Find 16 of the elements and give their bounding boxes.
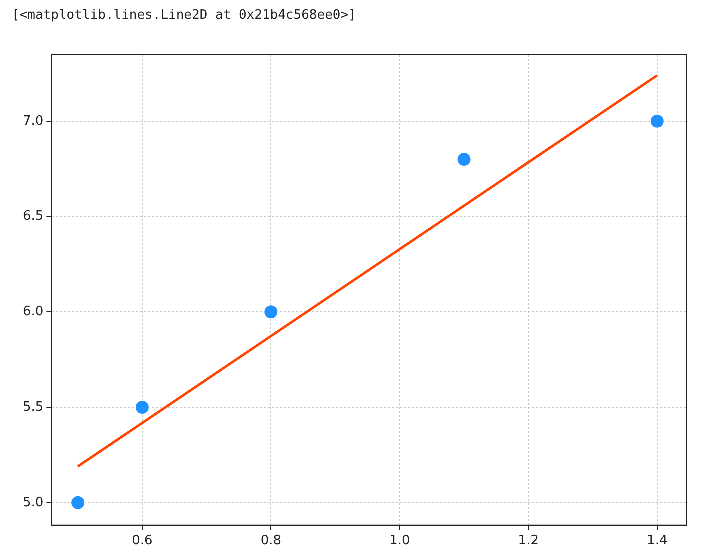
x-tick-label: 1.2 (518, 534, 539, 549)
x-tick-label: 1.0 (390, 534, 410, 549)
y-tick-label: 5.0 (22, 495, 44, 510)
point (264, 304, 279, 320)
point (650, 114, 665, 129)
text: [<matplotlib.lines.Line2D at 0x21b4c568ee0>] (12, 8, 356, 23)
point (456, 152, 472, 168)
x-tick-label: 0.8 (260, 534, 282, 549)
x-tick-label: 1.4 (647, 534, 668, 549)
y-tick-label: 6.0 (22, 304, 44, 320)
x-tick-label: 0.6 (132, 534, 153, 549)
y-tick-label: 7.0 (22, 114, 44, 129)
y-tick-label: 6.5 (22, 209, 44, 224)
y-tick-label: 5.5 (22, 400, 44, 415)
point (70, 495, 86, 510)
point (134, 400, 150, 416)
